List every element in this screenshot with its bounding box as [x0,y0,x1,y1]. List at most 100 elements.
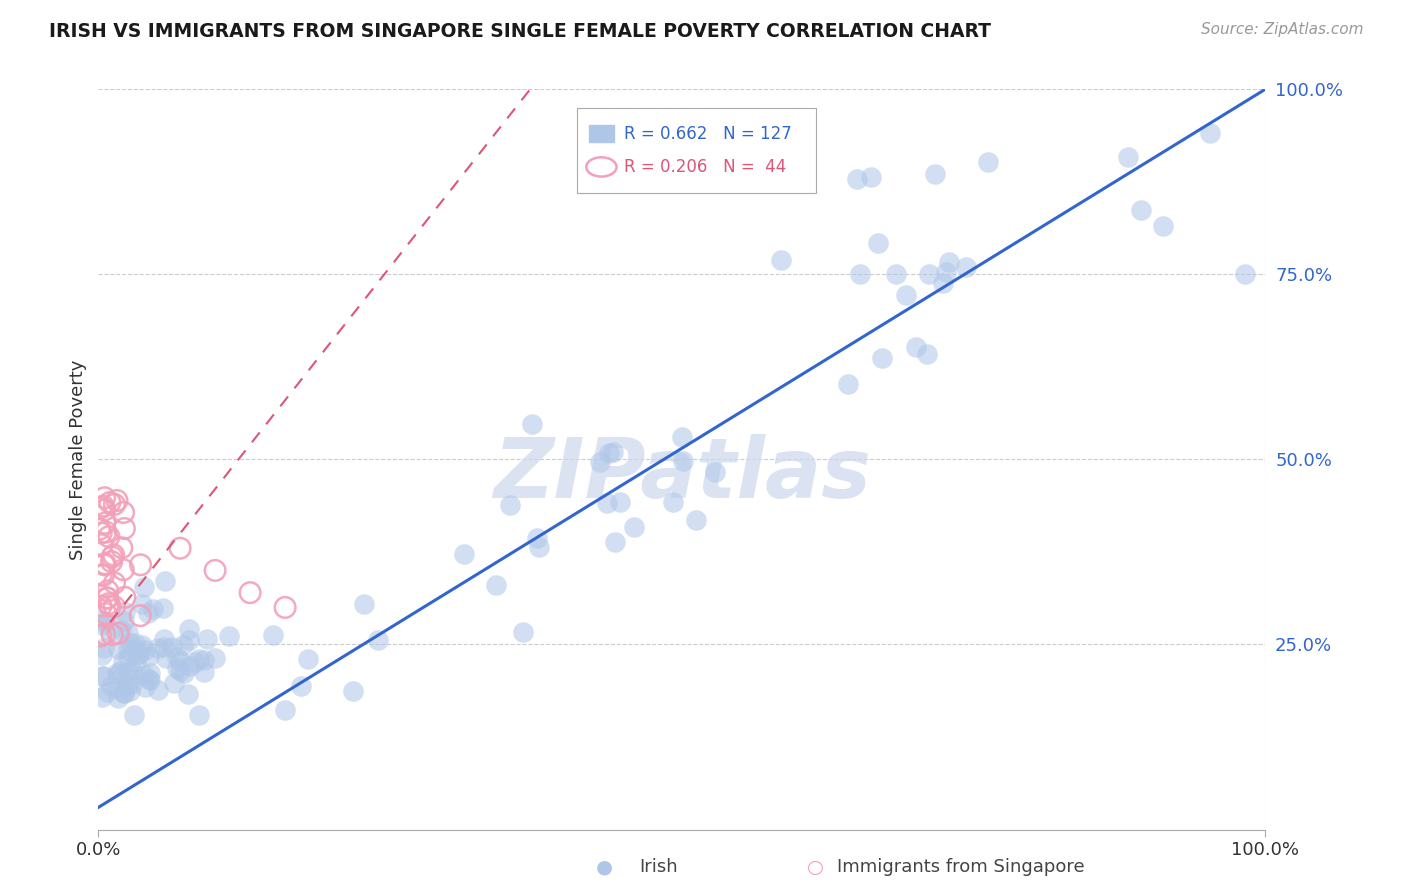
Point [101,628,124,642]
Point [353,597,375,611]
Point [176,687,198,701]
Point [367,632,389,647]
Point [526,531,548,545]
Point [935,265,957,279]
Point [685,513,707,527]
Point [91,612,114,626]
Point [97,597,120,611]
Point [91,648,114,663]
Point [918,268,941,282]
Point [142,602,165,616]
Point [121,665,143,679]
Point [90,500,112,515]
Point [110,623,132,637]
Point [904,341,927,355]
Point [661,495,683,509]
Point [89,522,111,536]
Point [90,525,112,540]
Point [602,444,624,458]
Point [187,708,209,723]
Point [107,691,129,706]
Point [117,650,139,665]
Point [94,607,117,621]
Point [1199,126,1222,140]
Point [453,547,475,561]
Point [955,260,977,274]
Point [598,446,620,460]
Point [112,522,135,536]
Point [117,625,139,640]
Point [94,525,117,540]
Point [153,574,176,589]
Point [97,530,120,544]
Point [108,665,131,679]
Point [100,555,122,569]
Y-axis label: Single Female Poverty: Single Female Poverty [69,359,87,559]
Point [105,681,128,695]
Point [103,497,125,511]
Point [93,503,115,517]
Text: R = 0.662   N = 127: R = 0.662 N = 127 [623,125,792,143]
Point [609,495,631,509]
Point [91,669,114,683]
Point [134,642,156,657]
Point [520,417,543,431]
Point [98,599,121,613]
Point [596,496,619,510]
Point [124,656,146,670]
Point [169,654,191,668]
Point [96,591,118,605]
Point [184,655,207,669]
Point [91,669,114,683]
Point [1130,202,1153,217]
Point [262,628,284,642]
Point [342,684,364,698]
Point [672,454,695,468]
Text: ○: ○ [807,857,824,877]
Point [127,647,149,661]
Point [169,664,191,678]
Point [100,679,122,693]
Point [112,563,135,577]
Point [605,535,627,549]
Point [90,538,112,552]
Point [204,564,226,578]
Text: IRISH VS IMMIGRANTS FROM SINGAPORE SINGLE FEMALE POVERTY CORRELATION CHART: IRISH VS IMMIGRANTS FROM SINGAPORE SINGL… [49,22,991,41]
Point [163,676,186,690]
Point [112,506,135,520]
Point [273,703,295,717]
Point [118,636,141,650]
Point [177,633,200,648]
Point [977,155,1000,169]
Point [938,255,960,269]
Point [111,541,134,555]
Point [90,599,112,613]
Point [124,636,146,650]
Point [114,591,136,605]
Point [129,558,152,572]
Point [122,708,145,723]
Point [173,665,195,680]
Point [118,664,141,678]
Point [860,170,883,185]
Point [128,647,150,661]
Point [845,172,868,186]
Point [770,253,793,268]
Point [93,558,115,572]
Point [131,597,153,611]
Point [90,618,112,632]
Point [484,578,506,592]
Point [94,557,117,571]
Point [112,614,135,628]
Point [97,591,120,606]
Point [118,683,141,698]
Point [153,640,176,654]
Point [129,608,152,623]
Point [148,640,170,655]
Point [117,642,139,657]
Point [103,599,125,614]
FancyBboxPatch shape [589,126,614,142]
Point [868,236,890,251]
Point [884,267,907,281]
Point [105,493,128,508]
